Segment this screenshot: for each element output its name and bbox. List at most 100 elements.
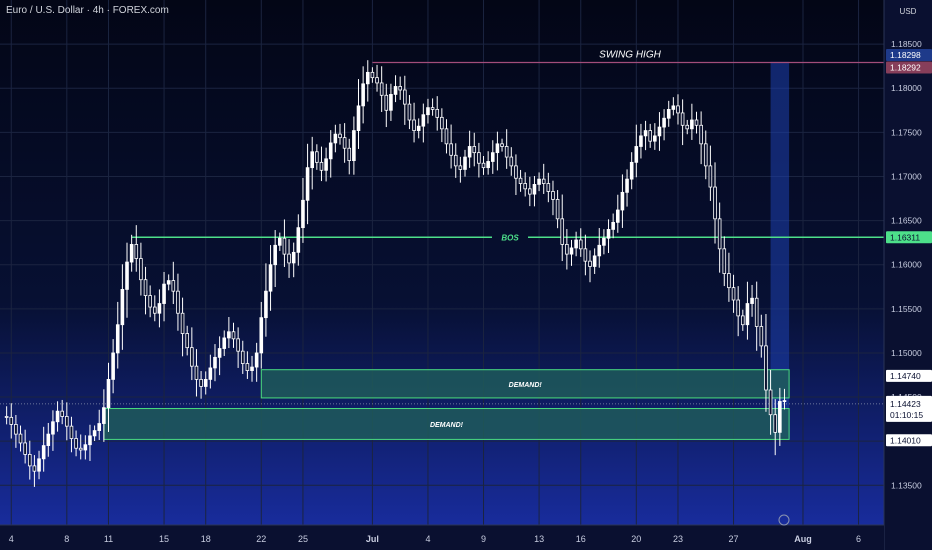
candle-body <box>759 326 764 347</box>
candle-body <box>250 366 254 371</box>
candle-body <box>291 251 296 264</box>
candle-body <box>620 191 625 211</box>
candle-body <box>592 255 597 267</box>
candle-body <box>541 178 546 184</box>
candle-body <box>657 126 662 137</box>
candle-body <box>731 287 736 301</box>
time-axis[interactable]: 4 8 11 15 18 22 25 Jul 4 9 13 16 20 23 27 Aug 6 <box>0 514 884 550</box>
candles-layer <box>4 60 787 487</box>
candle-body <box>9 416 14 425</box>
time-tick-label: 9 <box>481 534 486 544</box>
candle-body <box>490 152 495 162</box>
price-tick-label: 1.18000 <box>891 83 922 93</box>
candle-body <box>41 445 46 460</box>
candle-body <box>384 94 389 111</box>
candle-body <box>162 283 166 304</box>
price-axis[interactable]: USD1.135001.140001.145001.150001.155001.… <box>883 0 932 550</box>
candle-body <box>504 146 509 158</box>
price-axis-bg <box>884 0 932 550</box>
candle-body <box>282 237 287 255</box>
candle-body <box>199 379 203 387</box>
candle-body <box>190 347 194 367</box>
candle-body <box>27 454 32 467</box>
candle-body <box>375 77 379 84</box>
candle-body <box>736 299 740 317</box>
time-tick-label: 15 <box>159 534 169 544</box>
candle-body <box>361 83 365 107</box>
candle-body <box>597 244 602 257</box>
candle-body <box>310 151 315 169</box>
candle-body <box>217 348 222 358</box>
candle-body <box>662 117 666 128</box>
candle-body <box>4 416 9 418</box>
time-tick-label: 25 <box>298 534 308 544</box>
candle-body <box>134 244 139 259</box>
candle-body <box>532 184 537 195</box>
time-tick-label: 18 <box>201 534 211 544</box>
candle-body <box>602 237 606 246</box>
candle-body <box>717 218 722 250</box>
swing-high-label: SWING HIGH <box>599 49 661 60</box>
candle-body <box>472 146 477 154</box>
candle-body <box>240 350 245 364</box>
candle-body <box>333 133 338 144</box>
candle-body <box>615 209 620 223</box>
price-tag-text: 1.18298 <box>890 50 921 60</box>
candle-body <box>180 312 185 334</box>
candle-body <box>500 143 504 147</box>
candle-body <box>143 279 148 296</box>
candle-body <box>764 345 768 391</box>
candle-body <box>708 165 713 188</box>
candle-body <box>768 389 773 416</box>
candle-body <box>741 315 745 326</box>
candle-body <box>634 146 639 163</box>
candle-body <box>273 244 277 266</box>
candle-body <box>208 367 213 380</box>
candle-body <box>74 438 78 449</box>
candle-body <box>176 290 180 314</box>
time-tick-label: Jul <box>366 534 379 544</box>
candle-body <box>102 407 106 424</box>
time-tick-label: 13 <box>534 534 544 544</box>
candle-body <box>666 109 671 119</box>
time-tick-label: 4 <box>425 534 430 544</box>
candle-body <box>546 183 551 192</box>
candle-body <box>727 273 731 289</box>
time-tick-label: 20 <box>631 534 641 544</box>
candle-body <box>625 178 629 193</box>
chart-title: Euro / U.S. Dollar · 4h · FOREX.com <box>6 5 169 16</box>
candle-body <box>51 421 55 435</box>
candle-body <box>227 331 231 339</box>
annotation-lines-layer: SWING HIGH BOS <box>0 49 884 405</box>
candle-body <box>754 297 759 327</box>
candle-body <box>88 435 92 446</box>
candle-body <box>254 352 259 368</box>
candle-body <box>778 401 782 433</box>
candle-body <box>115 324 120 354</box>
replay-icon <box>778 514 790 526</box>
candle-body <box>750 297 754 304</box>
candle-body <box>449 143 453 156</box>
candle-body <box>426 107 430 116</box>
time-tick-label: 23 <box>673 534 683 544</box>
candle-body <box>259 317 264 354</box>
candle-body <box>699 124 703 145</box>
candle-body <box>773 414 778 433</box>
time-tick-label: 22 <box>256 534 266 544</box>
candle-body <box>14 424 18 435</box>
candle-body <box>245 363 250 371</box>
candle-body <box>18 433 23 444</box>
countdown-text: 01:10:15 <box>890 410 923 420</box>
time-tick-label: 4 <box>9 534 14 544</box>
candle-body <box>611 221 615 230</box>
candle-body <box>477 152 481 164</box>
candle-body <box>416 125 421 131</box>
candle-body <box>393 86 398 95</box>
candle-body <box>97 423 102 431</box>
candle-body <box>398 86 402 91</box>
price-tick-label: 1.16500 <box>891 216 922 226</box>
candle-body <box>671 105 676 110</box>
price-tag <box>886 61 932 74</box>
